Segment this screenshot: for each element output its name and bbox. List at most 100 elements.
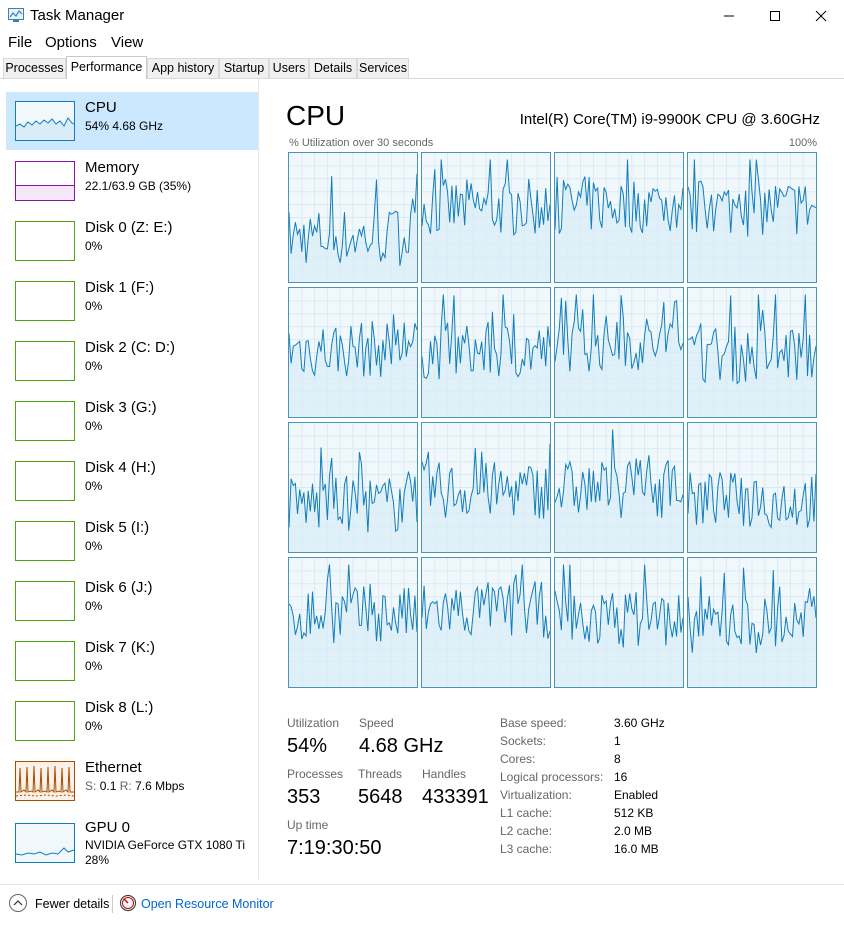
sidebar-item-name: Ethernet [85, 759, 142, 776]
sidebar-divider [258, 79, 259, 879]
minimize-icon [724, 15, 734, 17]
sidebar-item-cpu[interactable]: CPU 54% 4.68 GHz [6, 92, 258, 150]
ethernet-receive-value: 7.6 Mbps [135, 779, 185, 793]
graph-axis-max-label: 100% [788, 137, 817, 149]
logical-processor-graph [687, 152, 817, 283]
sidebar-item-name: Disk 4 (H:) [85, 459, 156, 476]
spec-l3-cache-label: L3 cache: [500, 842, 553, 856]
spec-l1-cache-label: L1 cache: [500, 806, 553, 820]
tab-services[interactable]: Services [357, 58, 409, 78]
tab-processes[interactable]: Processes [3, 58, 66, 78]
sidebar-item-name: Disk 5 (I:) [85, 519, 150, 536]
tab-app-history[interactable]: App history [147, 58, 219, 78]
sidebar-item-disk-5[interactable]: Disk 5 (I:) 0% [6, 512, 258, 570]
sidebar-item-disk-7[interactable]: Disk 7 (K:) 0% [6, 632, 258, 690]
speed-label: Speed [359, 716, 394, 730]
spec-base-speed-label: Base speed: [500, 716, 567, 730]
close-icon [815, 10, 827, 22]
spec-l2-cache-label: L2 cache: [500, 824, 553, 838]
sidebar-item-disk-6[interactable]: Disk 6 (J:) 0% [6, 572, 258, 630]
sidebar-item-name: Disk 8 (L:) [85, 699, 154, 716]
sidebar-item-name: CPU [85, 99, 117, 116]
sidebar-item-name: Disk 2 (C: D:) [85, 339, 175, 356]
sidebar-item-name: Disk 0 (Z: E:) [85, 219, 173, 236]
speed-value: 4.68 GHz [359, 735, 444, 757]
sidebar-item-name: Memory [85, 159, 140, 176]
utilization-value: 54% [287, 735, 328, 757]
logical-processor-graph [554, 557, 684, 688]
sidebar-item-disk-8[interactable]: Disk 8 (L:) 0% [6, 692, 258, 750]
tab-startup[interactable]: Startup [219, 58, 269, 78]
tab-bar: Processes Performance App history Startu… [0, 56, 844, 79]
sidebar-item-detail: 0% [85, 599, 103, 613]
processes-value: 353 [287, 786, 321, 808]
fewer-details-label[interactable]: Fewer details [35, 897, 110, 911]
sidebar-item-memory[interactable]: Memory 22.1/63.9 GB (35%) [6, 152, 258, 210]
spec-cores-value: 8 [614, 752, 621, 766]
disk-thumbnail-graph [15, 521, 75, 561]
ethernet-send-value: 0.1 [99, 779, 117, 793]
sidebar-item-disk-4[interactable]: Disk 4 (H:) 0% [6, 452, 258, 510]
sidebar-item-detail: 0% [85, 239, 103, 253]
close-button[interactable] [798, 0, 844, 32]
spec-logical-processors-label: Logical processors: [500, 770, 604, 784]
ethernet-receive-label: R: [119, 779, 132, 793]
uptime-label: Up time [287, 818, 329, 832]
sidebar-item-detail: 0% [85, 539, 103, 553]
spec-sockets-label: Sockets: [500, 734, 547, 748]
menu-options[interactable]: Options [45, 34, 97, 51]
threads-label: Threads [358, 767, 403, 781]
spec-base-speed-value: 3.60 GHz [614, 716, 665, 730]
disk-thumbnail-graph [15, 641, 75, 681]
sidebar-item-detail: 0% [85, 299, 103, 313]
sidebar-item-name: Disk 1 (F:) [85, 279, 155, 296]
spec-logical-processors-value: 16 [614, 770, 628, 784]
disk-thumbnail-graph [15, 401, 75, 441]
sidebar-item-ethernet[interactable]: Ethernet S: 0.1 R: 7.6 Mbps [6, 752, 258, 810]
cpu-model-name: Intel(R) Core(TM) i9-9900K CPU @ 3.60GHz [519, 111, 820, 128]
logical-processor-graph [288, 287, 418, 418]
sidebar-item-disk-3[interactable]: Disk 3 (G:) 0% [6, 392, 258, 450]
sidebar-item-detail: 0% [85, 419, 103, 433]
tab-performance[interactable]: Performance [66, 56, 147, 79]
logical-processor-graph [421, 287, 551, 418]
sidebar-item-disk-0[interactable]: Disk 0 (Z: E:) 0% [6, 212, 258, 270]
logical-processor-graph [554, 287, 684, 418]
sidebar-item-disk-2[interactable]: Disk 2 (C: D:) 0% [6, 332, 258, 390]
maximize-icon [770, 11, 780, 21]
spec-sockets-value: 1 [614, 734, 621, 748]
handles-value: 433391 [422, 786, 489, 808]
tab-users[interactable]: Users [269, 58, 309, 78]
menu-view[interactable]: View [111, 34, 144, 51]
memory-thumbnail-graph [15, 161, 75, 201]
menu-file[interactable]: File [8, 34, 33, 51]
tab-details[interactable]: Details [309, 58, 357, 78]
processes-label: Processes [287, 767, 344, 781]
sidebar-item-disk-1[interactable]: Disk 1 (F:) 0% [6, 272, 258, 330]
logical-processor-graph [687, 287, 817, 418]
spec-virtualization-label: Virtualization: [500, 788, 572, 802]
spec-cores-label: Cores: [500, 752, 536, 766]
graph-axis-label: % Utilization over 30 seconds [289, 137, 434, 149]
fewer-details-button[interactable] [8, 893, 28, 913]
spec-l2-cache-value: 2.0 MB [614, 824, 653, 838]
spec-l3-cache-value: 16.0 MB [614, 842, 659, 856]
open-resource-monitor-link[interactable]: Open Resource Monitor [141, 897, 274, 911]
disk-thumbnail-graph [15, 461, 75, 501]
task-manager-icon [8, 8, 24, 22]
maximize-button[interactable] [752, 0, 798, 32]
resource-monitor-icon[interactable] [119, 894, 137, 912]
cpu-thumbnail-graph [15, 101, 75, 141]
sidebar-item-detail: 54% 4.68 GHz [85, 119, 164, 133]
disk-thumbnail-graph [15, 341, 75, 381]
sidebar-item-name: GPU 0 [85, 819, 131, 836]
sidebar-item-detail: 22.1/63.9 GB (35%) [85, 179, 192, 193]
ethernet-send-label: S: [85, 779, 97, 793]
uptime-value: 7:19:30:50 [287, 837, 382, 859]
window-title: Task Manager [30, 7, 125, 24]
sidebar-item-detail: NVIDIA GeForce GTX 1080 Ti [85, 838, 246, 852]
minimize-button[interactable] [706, 0, 752, 32]
sidebar-item-gpu-0[interactable]: GPU 0 NVIDIA GeForce GTX 1080 Ti 28% [6, 812, 258, 874]
utilization-label: Utilization [287, 716, 340, 730]
logical-processor-graph [687, 557, 817, 688]
